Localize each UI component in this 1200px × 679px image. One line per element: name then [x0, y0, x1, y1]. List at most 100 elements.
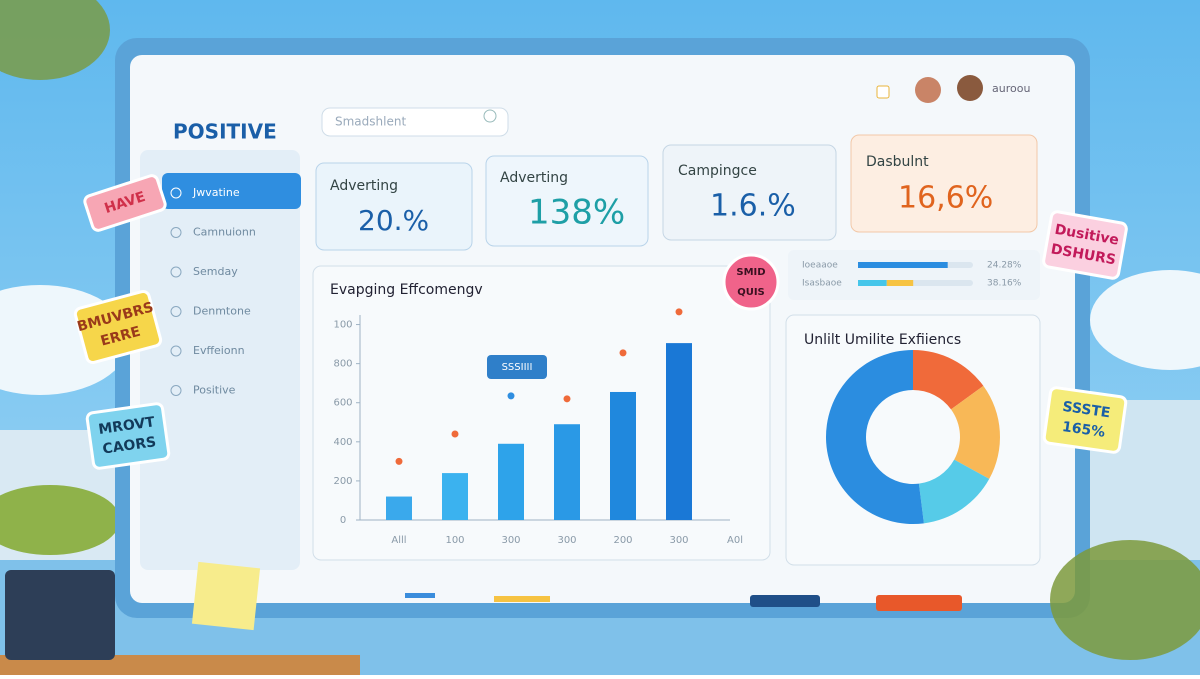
sticker: SMID QUIS	[722, 253, 780, 311]
kpi-value: 20.%	[358, 204, 429, 237]
kpi-card	[662, 144, 837, 241]
sticker-bg	[1042, 210, 1128, 280]
nav-item[interactable]: Camnuionn	[193, 226, 256, 239]
bar	[498, 443, 524, 520]
y-tick-label: 600	[333, 398, 352, 409]
plant	[1050, 540, 1200, 660]
tooltip	[487, 355, 547, 379]
sticker-text: 165%	[1061, 419, 1106, 441]
sticky-note	[191, 561, 261, 631]
marker	[494, 596, 550, 602]
bush	[0, 485, 120, 555]
nav-item[interactable]: Evffeionn	[193, 344, 245, 357]
progress-bar	[858, 262, 948, 268]
marker	[750, 595, 820, 607]
kpi-label: Campingce	[678, 163, 757, 179]
donut-slice	[825, 350, 924, 524]
x-tick-label: 300	[501, 535, 520, 546]
kpi-card	[485, 155, 649, 247]
leaves	[0, 0, 110, 80]
point	[563, 395, 571, 403]
nav-item[interactable]: Positive	[193, 384, 236, 397]
bar	[666, 343, 692, 520]
kpi-label: Dasbulnt	[866, 154, 929, 170]
nav-item[interactable]: Semday	[193, 265, 238, 278]
sticker-text: MROVT	[97, 414, 156, 438]
marker	[405, 593, 435, 598]
bar	[610, 391, 636, 520]
y-tick-label: 100	[333, 320, 352, 331]
sticker-text: SSSTE	[1061, 399, 1111, 422]
y-tick-label: 800	[333, 359, 352, 370]
avatar[interactable]	[915, 77, 941, 103]
bar	[442, 473, 468, 520]
donut-slice	[951, 385, 1000, 479]
nav-icon	[170, 227, 182, 238]
bar	[554, 424, 580, 520]
cloud	[1090, 270, 1200, 370]
donut-slice	[918, 459, 990, 524]
progress-label: Isasbaoe	[802, 279, 842, 289]
icon[interactable]	[876, 85, 890, 99]
y-tick-label: 400	[333, 437, 352, 448]
avatar[interactable]	[957, 75, 983, 101]
sticker-bg	[73, 289, 163, 365]
nav-active	[162, 173, 301, 209]
bar	[386, 496, 412, 520]
chart-title: Evapging Effcomengv	[330, 282, 483, 298]
sticker-bg	[83, 174, 167, 232]
x-tick-label: 300	[557, 535, 576, 546]
donut-slice	[913, 350, 984, 410]
chart-title: Unlilt Umilite Exfiiencs	[804, 332, 961, 348]
nav-icon	[170, 306, 182, 317]
progress-value: 24.28%	[987, 261, 1022, 271]
progress-label: Ioeaaoe	[802, 261, 838, 271]
sticker-bg	[85, 402, 171, 470]
x-tick-label: 300	[669, 535, 688, 546]
sticker-bg	[722, 253, 780, 311]
sticker-text: SMID	[736, 267, 765, 278]
nav-icon	[170, 385, 182, 396]
point	[395, 457, 403, 465]
progress-value: 38.16%	[987, 279, 1022, 289]
kpi-card	[850, 134, 1038, 233]
sticker-text: CAORS	[102, 434, 158, 457]
kpi-label: Adverting	[500, 170, 568, 186]
donut-panel	[785, 314, 1041, 566]
sidebar	[140, 150, 300, 570]
nav-icon	[170, 187, 182, 199]
kpi-value: 138%	[528, 193, 625, 233]
kpi-label: Adverting	[330, 178, 398, 194]
progress-bar	[886, 280, 914, 286]
x-tick-label: 100	[445, 535, 464, 546]
search-icon	[483, 109, 497, 123]
sticker-text: QUIS	[737, 287, 765, 298]
x-tick-label: A0l	[727, 535, 743, 546]
nav-item[interactable]: Denmtone	[193, 305, 251, 318]
point	[675, 308, 683, 316]
nav-item[interactable]: Jwvatine	[192, 186, 240, 199]
x-tick-label: Alll	[391, 535, 406, 546]
sticker: HAVE	[83, 174, 167, 232]
point	[619, 349, 627, 357]
brand: POSITIVE	[173, 120, 277, 144]
marker	[876, 595, 962, 611]
laptop	[5, 570, 115, 660]
kpi-value: 16,6%	[898, 181, 993, 216]
point	[451, 430, 459, 438]
y-tick-label: 0	[340, 515, 346, 526]
nav-icon	[170, 266, 182, 278]
kpi-value: 1.6.%	[710, 189, 796, 224]
progress-bar	[858, 280, 887, 286]
nav-icon	[170, 345, 182, 357]
user-name: auroou	[992, 82, 1030, 95]
search-box[interactable]	[321, 107, 509, 137]
x-tick-label: 200	[613, 535, 632, 546]
search-text: Smadshlent	[335, 115, 406, 129]
